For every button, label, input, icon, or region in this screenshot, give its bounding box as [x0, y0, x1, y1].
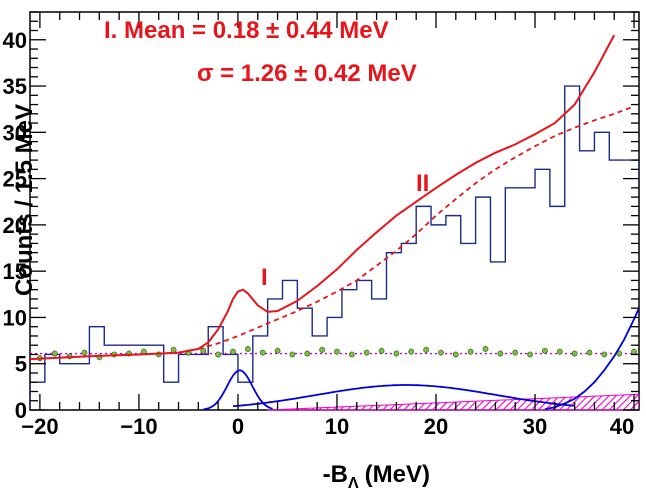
x-tick-label: 40	[610, 414, 634, 439]
accidental-point	[215, 351, 222, 358]
accidental-point	[274, 347, 281, 354]
hatched-background-band	[267, 393, 639, 411]
accidental-point	[259, 349, 266, 356]
accidental-point	[482, 346, 489, 352]
accidental-point	[230, 348, 236, 355]
rising-tail-curve	[544, 307, 639, 410]
annotation-peak-II: II	[416, 170, 429, 197]
accidental-point	[423, 346, 429, 353]
accidental-point	[571, 350, 578, 357]
y-tick-label: 15	[3, 259, 27, 284]
y-tick-label: 20	[3, 213, 27, 238]
y-tick-label: 10	[3, 305, 27, 330]
accidental-point	[393, 350, 400, 357]
x-tick-label: 30	[523, 414, 547, 439]
gaussian-II-curve	[232, 384, 575, 408]
accidental-point	[556, 348, 563, 355]
accidental-point	[542, 347, 548, 354]
y-tick-label: 0	[15, 398, 27, 423]
accidental-point	[289, 351, 296, 358]
accidental-point	[378, 347, 385, 354]
x-tick-label: 20	[424, 414, 448, 439]
background-fit-curve	[198, 105, 635, 350]
gaussian-I-curve	[203, 369, 273, 411]
y-tick-label: 5	[15, 352, 27, 377]
y-tick-label: 30	[3, 120, 27, 145]
accidental-point	[81, 349, 88, 356]
y-tick-label: 25	[3, 167, 27, 192]
histogram-counts	[30, 85, 639, 410]
accidental-point	[452, 351, 459, 358]
accidental-point	[334, 348, 340, 355]
accidental-point	[363, 349, 370, 356]
accidental-point	[527, 351, 533, 358]
x-tick-label: 10	[325, 414, 349, 439]
accidental-point	[512, 349, 519, 356]
x-tick-label: −10	[120, 414, 157, 439]
x-axis-title: -BΛ (MeV)	[323, 461, 430, 490]
accidental-point	[170, 346, 177, 353]
accidental-point	[497, 350, 504, 357]
accidental-point	[408, 348, 415, 355]
x-axis-title-subscript: Λ	[348, 475, 359, 490]
accidental-point	[304, 350, 311, 357]
accidental-point	[200, 347, 207, 354]
x-axis-title-main: -B	[323, 461, 348, 488]
accidental-point	[438, 349, 444, 356]
annotation-peak-I: I	[261, 264, 268, 291]
annotation-sigma: σ = 1.26 ± 0.42 MeV	[197, 60, 417, 87]
accidental-point	[467, 348, 474, 355]
y-axis-title: Counts / 1.5 MeV	[11, 104, 38, 296]
accidental-point	[51, 350, 58, 357]
y-tick-label: 35	[3, 74, 27, 99]
x-axis-title-unit: (MeV)	[365, 461, 430, 488]
accidental-point	[319, 346, 326, 353]
annotation-mean: I. Mean = 0.18 ± 0.44 MeV	[104, 17, 389, 44]
accidental-point	[348, 351, 355, 358]
x-tick-label: 0	[232, 414, 244, 439]
accidental-point	[601, 351, 608, 358]
x-tick-label: −20	[21, 414, 58, 439]
accidental-point	[244, 346, 251, 352]
total-fit-curve	[30, 34, 616, 361]
y-tick-label: 40	[3, 28, 27, 53]
accidental-point	[631, 348, 637, 355]
accidental-point	[586, 349, 593, 356]
